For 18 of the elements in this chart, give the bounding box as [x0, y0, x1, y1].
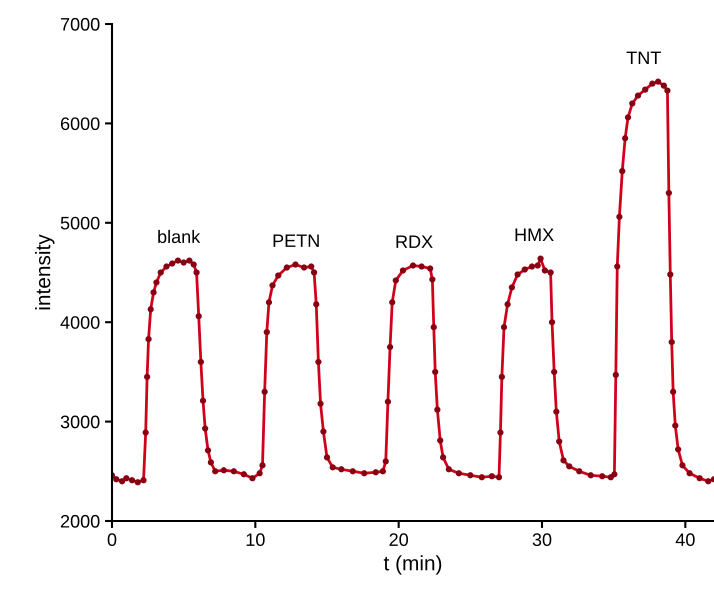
annotation: TNT	[626, 52, 661, 64]
x-tick-label: 0	[108, 533, 116, 546]
y-tick-label: 7000	[60, 18, 100, 31]
annotation: RDX	[396, 235, 433, 248]
y-tick-label: 3000	[60, 416, 100, 428]
x-tick-label: 20	[390, 533, 408, 546]
x-tick-label: 30	[532, 533, 552, 546]
y-tick-label: 5000	[60, 216, 100, 230]
annotation: PETN	[274, 234, 319, 247]
x-tick-label: 40	[676, 533, 695, 546]
annotation: HMX	[516, 228, 554, 241]
annotation: blank	[158, 230, 200, 244]
x-axis-title: t (min)	[384, 555, 442, 575]
y-tick-label: 6000	[60, 117, 100, 130]
y-axis-title: intensity	[35, 234, 54, 310]
y-tick-label: 4000	[60, 316, 100, 329]
x-tick-label: 10	[246, 533, 265, 546]
y-tick-label: 2000	[60, 514, 100, 528]
